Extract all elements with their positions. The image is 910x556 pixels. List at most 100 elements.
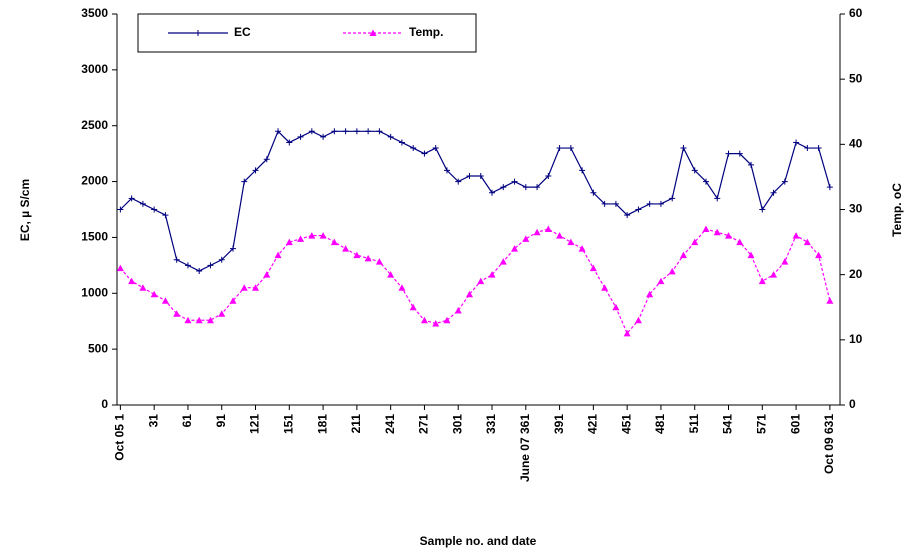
- series-marker: [320, 133, 327, 140]
- x-tick-label: June 07 361: [518, 414, 532, 482]
- series-marker: [117, 206, 124, 213]
- x-tick-label: Oct 05 1: [113, 414, 127, 461]
- y-tick-label: 3000: [81, 62, 108, 76]
- series-marker: [815, 145, 822, 152]
- x-tick-label: 541: [721, 414, 735, 434]
- series-marker: [758, 277, 766, 285]
- series-marker: [297, 133, 304, 140]
- series-marker: [624, 212, 631, 219]
- x-tick-label: 511: [687, 414, 701, 434]
- series-marker: [477, 277, 485, 285]
- x-tick-label: 451: [619, 414, 633, 434]
- series-marker: [252, 284, 260, 291]
- series-marker: [319, 232, 327, 239]
- series-marker: [725, 232, 733, 239]
- series-marker: [196, 267, 203, 274]
- series-marker: [533, 228, 541, 236]
- series-marker: [826, 184, 833, 191]
- series-marker: [184, 262, 191, 269]
- series-marker: [263, 271, 271, 278]
- series-marker: [443, 316, 451, 324]
- series-marker: [815, 251, 823, 259]
- series-line: [119, 130, 831, 272]
- series-marker: [342, 245, 350, 252]
- x-tick-label: 331: [484, 414, 498, 434]
- series-marker: [736, 238, 744, 246]
- series-marker: [793, 139, 800, 146]
- series-marker: [579, 167, 586, 174]
- series-marker: [511, 178, 518, 185]
- series-marker: [241, 178, 248, 185]
- series-marker: [420, 316, 428, 324]
- y-tick-label: 1000: [81, 285, 108, 299]
- series-marker: [691, 238, 699, 246]
- series-marker: [173, 310, 181, 317]
- series-marker: [634, 316, 642, 324]
- series-marker: [612, 200, 619, 207]
- series-marker: [803, 238, 811, 246]
- series-marker: [702, 178, 709, 185]
- series-marker: [376, 128, 383, 135]
- series-marker: [162, 212, 169, 219]
- series-marker: [454, 307, 462, 314]
- series-marker: [714, 195, 721, 202]
- series-marker: [161, 297, 169, 304]
- series-marker: [285, 238, 293, 246]
- series-marker: [702, 225, 710, 233]
- series-line: [119, 228, 831, 335]
- series-marker: [545, 172, 552, 179]
- series-marker: [398, 139, 405, 146]
- series-marker: [218, 310, 226, 317]
- legend-marker: [369, 29, 377, 36]
- legend-marker: [195, 30, 201, 36]
- series-marker: [240, 284, 248, 291]
- series-marker: [612, 303, 620, 311]
- series-marker: [534, 184, 541, 191]
- series-marker: [116, 264, 124, 272]
- series-marker: [297, 235, 305, 242]
- x-tick-label: 181: [315, 414, 329, 434]
- series-marker: [567, 145, 574, 152]
- series-marker: [499, 258, 507, 265]
- series-marker: [792, 232, 800, 239]
- series-marker: [477, 172, 484, 179]
- series-marker: [657, 200, 664, 207]
- y2-tick-label: 50: [849, 71, 863, 85]
- series-marker: [398, 284, 406, 291]
- series-marker: [759, 206, 766, 213]
- y-tick-label: 500: [88, 341, 108, 355]
- series-marker: [713, 228, 721, 236]
- x-tick-label: 391: [552, 414, 566, 434]
- series-marker: [150, 290, 158, 298]
- y-tick-label: 2000: [81, 174, 108, 188]
- y-tick-label: 1500: [81, 230, 108, 244]
- series-marker: [308, 128, 315, 135]
- y2-tick-label: 10: [849, 332, 863, 346]
- series-marker: [173, 256, 180, 263]
- series-marker: [623, 329, 631, 337]
- series-marker: [151, 206, 158, 213]
- x-tick-label: 151: [281, 414, 295, 434]
- series-marker: [500, 184, 507, 191]
- series-marker: [522, 184, 529, 191]
- y-axis-label: EC, µ S/cm: [18, 179, 32, 241]
- x-tick-label: 61: [180, 414, 194, 428]
- series-marker: [826, 297, 834, 304]
- series-marker: [308, 232, 316, 239]
- x-tick-label: 211: [349, 414, 363, 434]
- series-marker: [781, 178, 788, 185]
- x-tick-label: 301: [450, 414, 464, 434]
- series-marker: [275, 128, 282, 135]
- y2-tick-label: 20: [849, 267, 863, 281]
- series-marker: [364, 254, 372, 262]
- series-marker: [375, 258, 383, 265]
- series-marker: [736, 150, 743, 157]
- series-marker: [646, 290, 654, 298]
- x-tick-label: 571: [754, 414, 768, 434]
- series-marker: [556, 145, 563, 152]
- x-tick-label: 241: [383, 414, 397, 434]
- series-marker: [207, 262, 214, 269]
- y2-tick-label: 40: [849, 137, 863, 151]
- series-marker: [365, 128, 372, 135]
- series-marker: [330, 238, 338, 246]
